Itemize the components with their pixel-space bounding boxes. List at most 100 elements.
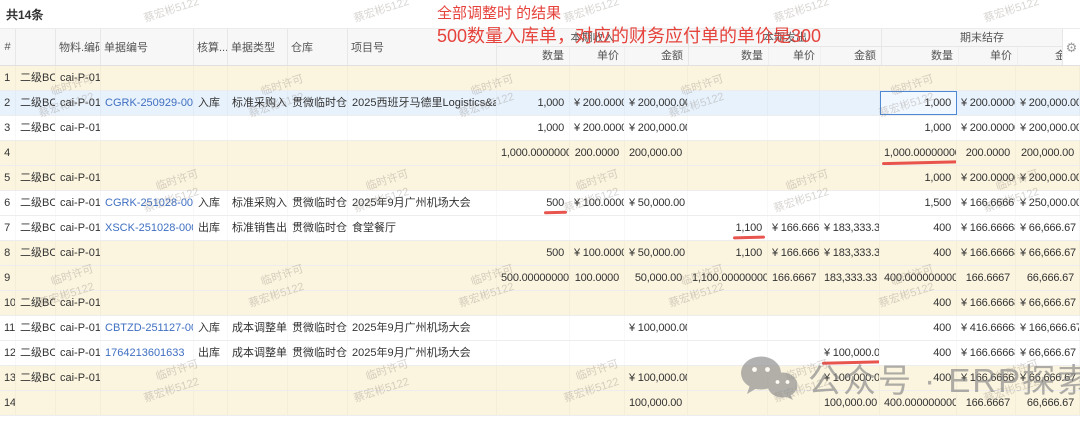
cell-text: 200.0000 xyxy=(965,147,1010,159)
cell-inQty: 1,000.0000000000 xyxy=(497,141,570,165)
cell-inPrice: ¥ 100.00000 xyxy=(570,241,625,265)
cell-text: ¥ 200.00000 xyxy=(574,97,624,109)
column-header-inQty[interactable]: 数量 xyxy=(497,47,570,65)
column-header-outAmt[interactable]: 金额 xyxy=(854,50,876,62)
cell-inAmt xyxy=(625,291,688,315)
cell-text: 500 xyxy=(546,191,564,215)
doc-number-link[interactable]: 1764213601633 xyxy=(105,347,185,359)
column-header-endQty[interactable]: 数量 xyxy=(882,47,959,65)
cell-wh: 贯微临时仓 xyxy=(288,341,348,365)
cell-text: 4 xyxy=(4,147,10,159)
cell-acct: 出库 xyxy=(194,341,228,365)
column-header-outQty[interactable]: 数量 xyxy=(689,47,769,65)
cell-endAmt: 200,000.00 xyxy=(1016,141,1080,165)
cell-docno[interactable]: 1764213601633 xyxy=(101,341,194,365)
cell-text: ¥ 416.66668 xyxy=(961,322,1016,334)
cell-text: 二级BOM xyxy=(20,322,55,334)
cell-code: cai-P-01 xyxy=(56,291,101,315)
cell-docno xyxy=(101,366,194,390)
column-group-label: 期末结存 xyxy=(882,29,1080,47)
cell-outPrice xyxy=(768,66,820,90)
cell-doctype xyxy=(228,166,288,190)
cell-acct xyxy=(194,291,228,315)
column-header-outPrice[interactable]: 单价 xyxy=(769,47,821,65)
table-row[interactable]: 9 500.0000000000 100.0000 50,000.00 1,100.00… xyxy=(0,266,1080,291)
cell-text: 9 xyxy=(4,272,10,284)
column-header-n[interactable]: # xyxy=(0,29,16,65)
column-header-project[interactable]: 项目号 xyxy=(348,29,497,65)
cell-text: 1,000 xyxy=(537,122,564,134)
column-header-doctype[interactable]: 单据类型 xyxy=(228,29,288,65)
cell-project xyxy=(348,241,497,265)
cell-text: ¥ 200.00000 xyxy=(961,172,1016,184)
cell-outAmt xyxy=(820,91,880,115)
cell-outQty: 1,100 xyxy=(688,216,768,240)
cell-inAmt: ¥ 200,000.00 xyxy=(625,116,688,140)
table-row[interactable]: 12 二级BOM cai-P-01 1764213601633 出库成本调整单贯微临时仓… xyxy=(0,341,1080,366)
column-header-type[interactable] xyxy=(16,29,56,65)
doc-number-link[interactable]: CBTZD-251127-000005 xyxy=(105,322,193,334)
cell-text: cai-P-01 xyxy=(60,297,101,309)
cell-text: 183,333.33 xyxy=(824,272,878,284)
cell-docno[interactable]: CBTZD-251127-000005 xyxy=(101,316,194,340)
table-row[interactable]: 14 100,000.00 100,000.00 400.0000000000 166.… xyxy=(0,391,1080,416)
cell-inPrice xyxy=(570,341,625,365)
cell-endPrice: ¥ 166.66668 xyxy=(957,216,1016,240)
cell-endPrice: 166.6667 xyxy=(957,266,1016,290)
cell-text: 400.0000000000 xyxy=(884,272,957,284)
column-header-wh[interactable]: 仓库 xyxy=(288,29,348,65)
column-header-docno[interactable]: 单据编号 xyxy=(101,29,194,65)
cell-text: 二级BOM xyxy=(20,197,55,209)
cell-code xyxy=(56,391,101,415)
cell-inPrice xyxy=(570,216,625,240)
cell-outAmt: 100,000.00 xyxy=(820,391,880,415)
column-header-inAmt[interactable]: 金额 xyxy=(661,50,683,62)
cell-inAmt: ¥ 200,000.00 xyxy=(625,91,688,115)
table-row[interactable]: 5 二级BOM cai-P-01 1,000 ¥ 200.00000 ¥ 200,000.… xyxy=(0,166,1080,191)
cell-text: 166.6667 xyxy=(772,272,817,284)
cell-endPrice: ¥ 166.66668 xyxy=(957,341,1016,365)
column-settings-gutter: ⚙ xyxy=(1062,29,1080,65)
table-row[interactable]: 11 二级BOM cai-P-01 CBTZD-251127-000005 入库成本调整… xyxy=(0,316,1080,341)
column-header-acct[interactable]: 核算... xyxy=(194,29,228,65)
cell-endAmt: ¥ 66,666.67 xyxy=(1016,341,1080,365)
cell-text: ¥ 166.66668 xyxy=(961,222,1016,234)
column-header-inPrice[interactable]: 单价 xyxy=(570,47,625,65)
cell-text: 出库 xyxy=(198,222,220,234)
gear-icon[interactable]: ⚙ xyxy=(1065,39,1078,55)
table-row[interactable]: 10 二级BOM cai-P-01 400 ¥ 166.66668 ¥ 66,666.67 xyxy=(0,291,1080,316)
cell-text: 400.0000000000 xyxy=(884,397,957,409)
selected-cell[interactable]: 1,000 xyxy=(880,91,957,115)
column-header-code[interactable]: 物料.编码 xyxy=(56,29,101,65)
table-row[interactable]: 8 二级BOM cai-P-01 500 ¥ 100.00000 ¥ 50,000.00 1… xyxy=(0,241,1080,266)
table-row[interactable]: 4 1,000.0000000000 200.0000 200,000.00 1,000… xyxy=(0,141,1080,166)
cell-type: 二级BOM xyxy=(16,341,56,365)
cell-n: 8 xyxy=(0,241,16,265)
cell-project xyxy=(348,116,497,140)
cell-inPrice xyxy=(570,291,625,315)
cell-inAmt: 200,000.00 xyxy=(625,141,688,165)
table-row[interactable]: 1 二级BOM cai-P-01 xyxy=(0,66,1080,91)
toolbar: 共14条 xyxy=(0,0,1080,28)
cell-text: 2025年9月广州机场大会 xyxy=(352,347,471,359)
cell-text: cai-P-01 xyxy=(60,372,101,384)
table-row[interactable]: 13 二级BOM cai-P-01 ¥ 100,000.00 ¥ 100,000.00 4… xyxy=(0,366,1080,391)
cell-inPrice: ¥ 200.00000 xyxy=(570,116,625,140)
cell-wh xyxy=(288,266,348,290)
cell-acct xyxy=(194,391,228,415)
column-header-endPrice[interactable]: 单价 xyxy=(959,47,1018,65)
table-row[interactable]: 3 二级BOM cai-P-01 1,000 ¥ 200.00000 ¥ 200,000.… xyxy=(0,116,1080,141)
cell-text: 贯微临时仓 xyxy=(292,197,347,209)
cell-outQty xyxy=(688,91,768,115)
cell-outPrice xyxy=(768,191,820,215)
cell-docno xyxy=(101,66,194,90)
